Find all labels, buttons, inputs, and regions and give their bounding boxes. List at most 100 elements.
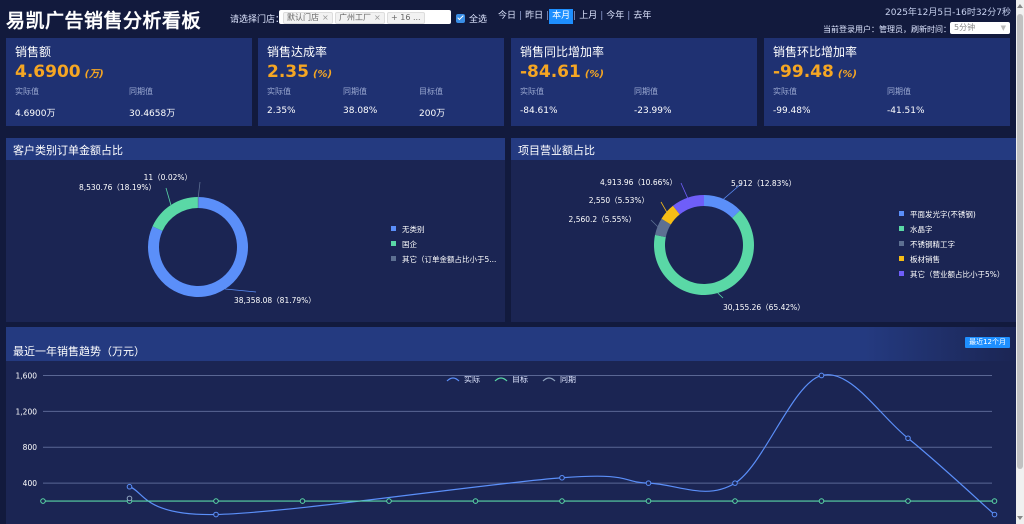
remove-chip-icon[interactable]: ×: [374, 13, 381, 22]
kpi-metric-value: 38.08%: [343, 106, 378, 116]
legend-item[interactable]: 其它（营业额占比小于5%）: [899, 269, 1004, 284]
pie-data-label: 38,358.08（81.79%）: [234, 296, 316, 305]
tab-today[interactable]: 今日: [498, 11, 517, 21]
store-chip[interactable]: 默认门店 ×: [283, 12, 333, 24]
data-point[interactable]: [818, 372, 825, 379]
kpi-card-yoy: 销售同比增加率 -84.61 (%) 实际值 -84.61% 同期值 -23.99…: [511, 38, 757, 126]
pie-slice[interactable]: [654, 210, 754, 295]
panel-header: 最近一年销售趋势（万元） 最近12个月: [6, 327, 1016, 361]
pie-slice[interactable]: [704, 195, 741, 218]
pie-data-label: 2,550（5.53%）: [589, 196, 649, 205]
chevron-down-icon: ▼: [1000, 24, 1006, 32]
project-revenue-panel: 项目营业额占比 5,912（12.83%） 30,155.26（65.42%） 2,…: [511, 138, 1016, 322]
data-point[interactable]: [472, 498, 479, 504]
project-donut-chart: 5,912（12.83%） 30,155.26（65.42%） 2,560.2（5.…: [569, 178, 805, 312]
data-point[interactable]: [559, 474, 565, 481]
y-axis-tick-label: 400: [23, 479, 38, 488]
scroll-down-icon[interactable]: [1017, 516, 1023, 520]
store-chip-more[interactable]: + 16 ...: [387, 12, 425, 24]
legend-item[interactable]: 同期: [542, 374, 576, 385]
pie-data-label: 4,913.96（10.66%）: [600, 178, 677, 187]
kpi-metric-label: 同期值: [887, 87, 911, 96]
data-point[interactable]: [732, 480, 738, 486]
pie-data-label: 8,530.76（18.19%）: [79, 183, 156, 192]
store-multiselect[interactable]: 默认门店 × 广州工厂 × + 16 ...: [279, 10, 451, 24]
select-all-checkbox[interactable]: 全选: [456, 12, 487, 25]
login-info: 当前登录用户：管理员，刷新时间：: [823, 25, 951, 34]
tab-divider: |: [546, 11, 550, 21]
data-point[interactable]: [299, 498, 306, 504]
pie-slice[interactable]: [152, 197, 198, 231]
scrollbar-thumb[interactable]: [1017, 14, 1023, 469]
legend-item[interactable]: 不锈钢精工字: [899, 239, 1004, 254]
y-axis-tick-label: 1,600: [16, 371, 38, 380]
pie-label-line: [660, 201, 667, 212]
pie-label-line: [197, 181, 201, 198]
data-point[interactable]: [991, 498, 998, 504]
data-point[interactable]: [818, 498, 825, 504]
data-point[interactable]: [559, 498, 565, 504]
pie-slice[interactable]: [672, 195, 704, 215]
kpi-title: 销售额: [15, 45, 52, 59]
data-point[interactable]: [40, 498, 46, 504]
kpi-title: 销售环比增加率: [773, 45, 858, 59]
kpi-value: -84.61 (%): [520, 62, 604, 82]
data-point[interactable]: [386, 498, 392, 504]
pie-label-line: [723, 183, 742, 200]
kpi-metric-label: 实际值: [267, 87, 291, 96]
pie-slice[interactable]: [661, 205, 680, 225]
kpi-card-achievement: 销售达成率 2.35 (%) 实际值 2.35% 同期值 38.08% 目标值 2…: [258, 38, 504, 126]
legend-item[interactable]: 板材销售: [899, 254, 1004, 269]
pie-data-label: 5,912（12.83%）: [731, 179, 796, 188]
data-point[interactable]: [126, 483, 133, 490]
data-point[interactable]: [991, 511, 998, 518]
tab-last-month[interactable]: 上月: [579, 11, 598, 21]
kpi-metric-label: 实际值: [15, 87, 39, 96]
series-line: [129, 374, 995, 516]
store-filter-label: 请选择门店：: [230, 15, 285, 25]
legend-swatch: [899, 211, 904, 216]
period-tabs: 今日 | 昨日 | 本月 | 上月 | 今年 | 去年: [495, 9, 654, 24]
kpi-metric-label: 同期值: [343, 87, 367, 96]
remove-chip-icon[interactable]: ×: [322, 13, 329, 22]
kpi-card-mom: 销售环比增加率 -99.48 (%) 实际值 -99.48% 同期值 -41.51…: [764, 38, 1010, 126]
data-point[interactable]: [126, 495, 133, 502]
legend-item[interactable]: 目标: [494, 374, 528, 385]
legend-swatch: [899, 256, 904, 261]
data-point[interactable]: [905, 498, 911, 504]
pie-slice[interactable]: [655, 218, 671, 238]
legend-item[interactable]: 水晶字: [899, 224, 1004, 239]
y-axis-tick-label: 800: [23, 443, 38, 452]
pie-slice[interactable]: [197, 197, 199, 209]
data-point[interactable]: [905, 435, 911, 442]
legend-item[interactable]: 实际: [446, 374, 480, 385]
pie-label-line: [225, 288, 257, 293]
legend-item[interactable]: 无类别: [391, 224, 496, 239]
tab-this-month[interactable]: 本月: [549, 9, 574, 24]
legend-swatch: [899, 241, 904, 246]
trend-chart-legend: 实际 目标 同期: [446, 374, 576, 385]
legend-line-icon: [542, 376, 556, 381]
data-point[interactable]: [213, 511, 219, 518]
tab-last-year[interactable]: 去年: [633, 11, 652, 21]
data-point[interactable]: [645, 480, 652, 486]
y-axis-tick-label: 1,200: [16, 407, 38, 416]
tab-yesterday[interactable]: 昨日: [525, 11, 544, 21]
header-bar: 易凯广告销售分析看板 请选择门店： 默认门店 × 广州工厂 × + 16 ... 全…: [0, 0, 1024, 36]
last-12-months-button[interactable]: 最近12个月: [965, 337, 1010, 348]
store-chip[interactable]: 广州工厂 ×: [335, 12, 385, 24]
panel-header: 项目营业额占比: [511, 138, 1016, 160]
legend-item[interactable]: 平面发光字(不锈钢): [899, 209, 1004, 224]
tab-this-year[interactable]: 今年: [606, 11, 625, 21]
kpi-metric-value: 4.6900万: [15, 109, 56, 119]
scroll-up-icon[interactable]: [1017, 4, 1023, 8]
legend-item[interactable]: 国企: [391, 239, 496, 254]
page-scrollbar[interactable]: [1016, 0, 1024, 524]
data-point[interactable]: [732, 498, 738, 504]
data-point[interactable]: [213, 498, 219, 504]
refresh-interval-select[interactable]: 5分钟 ▼: [950, 22, 1010, 34]
pie-data-label: 30,155.26（65.42%）: [723, 303, 805, 312]
legend-swatch: [391, 226, 396, 231]
data-point[interactable]: [645, 498, 652, 504]
legend-item[interactable]: 其它（订单金额占比小于5...: [391, 254, 496, 269]
